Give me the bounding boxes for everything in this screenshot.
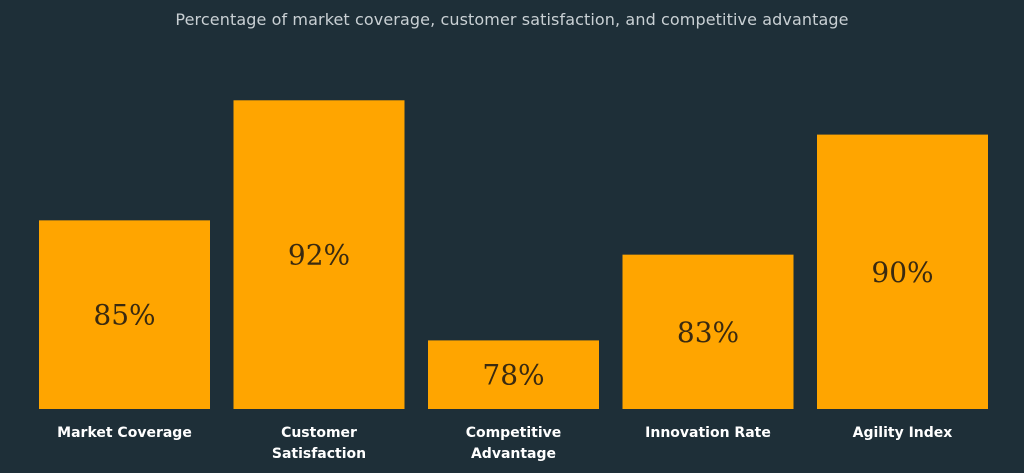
category-label-customer-satisfaction: Customer Satisfaction bbox=[272, 425, 366, 462]
category-label-market-coverage: Market Coverage bbox=[57, 425, 192, 441]
value-label-customer-satisfaction: 92% bbox=[288, 239, 350, 272]
bar-market-coverage bbox=[39, 220, 210, 409]
value-label-market-coverage: 85% bbox=[93, 299, 155, 332]
chart-title: Percentage of market coverage, customer … bbox=[175, 10, 849, 29]
bar-competitive-advantage bbox=[428, 340, 599, 409]
category-label-competitive-advantage: Competitive Advantage bbox=[466, 425, 562, 462]
bars-layer bbox=[39, 100, 988, 410]
category-label-agility-index: Agility Index bbox=[853, 425, 953, 441]
value-label-innovation-rate: 83% bbox=[677, 316, 739, 349]
value-label-competitive-advantage: 78% bbox=[482, 359, 544, 392]
category-labels-layer: Market Coverage Customer Satisfaction Compe… bbox=[57, 425, 952, 462]
bar-innovation-rate bbox=[622, 254, 794, 409]
value-labels-layer: 85% 92% 78% 83% 90% bbox=[93, 239, 933, 392]
bar-agility-index bbox=[817, 134, 988, 409]
bar-customer-satisfaction bbox=[233, 100, 405, 410]
value-label-agility-index: 90% bbox=[871, 256, 933, 289]
category-label-innovation-rate: Innovation Rate bbox=[645, 425, 771, 441]
